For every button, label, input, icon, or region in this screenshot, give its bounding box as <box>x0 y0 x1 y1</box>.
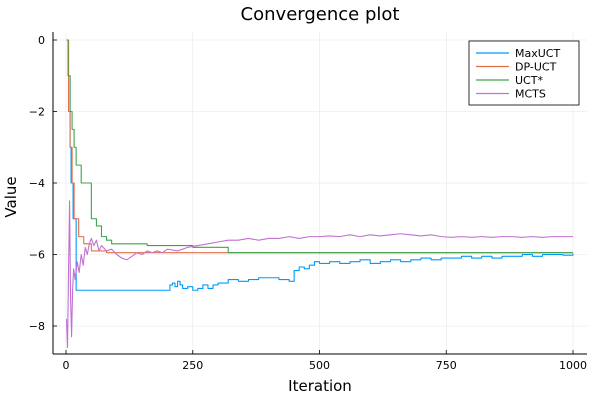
legend-label: DP-UCT <box>515 61 557 74</box>
legend-label: UCT* <box>515 74 543 87</box>
series-lines <box>65 39 574 348</box>
y-axis-label: Value <box>2 176 20 217</box>
series-line-maxuct <box>66 39 574 291</box>
x-tick-label: 750 <box>436 359 457 372</box>
legend-box <box>468 40 580 106</box>
series-line-uct- <box>66 39 573 254</box>
x-tick-label: 0 <box>63 359 70 372</box>
legend-label: MCTS <box>515 88 546 101</box>
y-tick-label: −8 <box>29 320 45 333</box>
x-tick-label: 1000 <box>559 359 587 372</box>
series-line-mcts <box>65 200 573 348</box>
legend-label: MaxUCT <box>515 47 560 60</box>
y-tick-label: −4 <box>29 177 45 190</box>
x-tick-label: 500 <box>309 359 330 372</box>
y-tick-label: −6 <box>29 249 45 262</box>
tick-labels: 0 250 500 750 1000 0 −2 −4 −6 −8 <box>29 34 587 372</box>
y-tick-label: 0 <box>38 34 45 47</box>
chart-title: Convergence plot <box>241 4 400 25</box>
x-axis-label: Iteration <box>288 377 352 395</box>
axes <box>52 32 587 355</box>
y-tick-label: −2 <box>29 106 45 119</box>
x-tick-label: 250 <box>182 359 203 372</box>
